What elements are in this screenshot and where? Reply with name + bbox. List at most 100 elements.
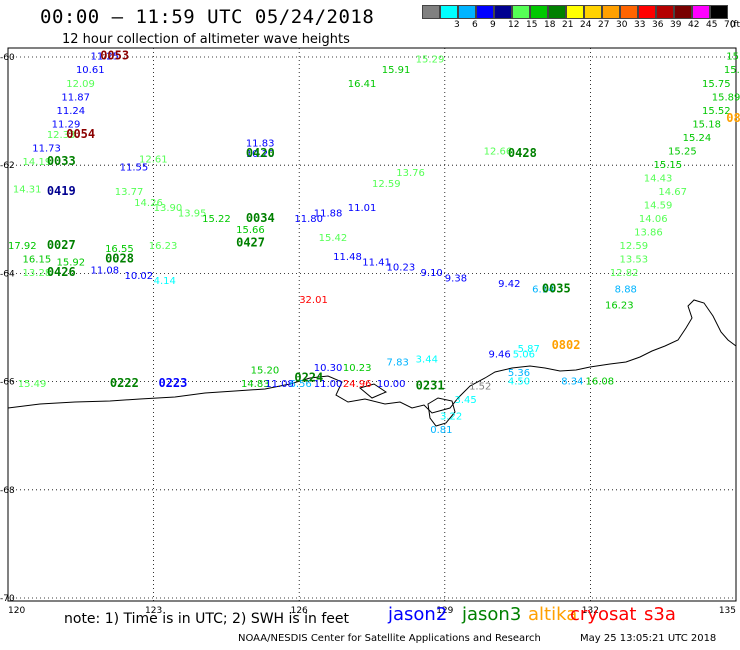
island-outline <box>358 383 388 399</box>
legend-tick-label: 9 <box>490 20 496 30</box>
footer-credit: NOAA/NESDIS Center for Satellite Applica… <box>238 633 541 644</box>
wave-height-value: 12.09 <box>66 79 95 90</box>
wave-height-value: 13.28 <box>23 268 52 279</box>
footer-note: note: 1) Time is in UTC; 2) SWH is in fe… <box>64 611 350 627</box>
wave-height-value: 15.15 <box>653 160 682 171</box>
wave-height-value: 14.31 <box>13 184 42 195</box>
pass-time-label: 0428 <box>508 146 537 160</box>
wave-height-value: 15.49 <box>18 379 47 390</box>
wave-height-value: 11.08 <box>91 265 120 276</box>
legend-tick-label: 12 <box>508 20 520 30</box>
longitude-tick-label: 132 <box>582 606 599 616</box>
wave-height-value: 11.87 <box>61 92 90 103</box>
pass-time-label: 0420 <box>246 146 275 160</box>
wave-height-value: 6.14 <box>532 284 554 295</box>
wave-height-value: 15.75 <box>702 79 731 90</box>
longitude-tick-label: 129 <box>436 606 453 616</box>
map-frame <box>7 47 737 602</box>
wave-height-value: 15.92 <box>57 257 86 268</box>
pass-time-label: 0034 <box>246 211 275 225</box>
legend-swatch <box>638 5 656 19</box>
latitude-tick-label: -64 <box>0 269 15 279</box>
wave-height-value: 16.41 <box>348 79 377 90</box>
legend-swatch <box>530 5 548 19</box>
legend-tick-label: 6 <box>472 20 478 30</box>
wave-height-value: 10.23 <box>343 363 372 374</box>
wave-height-value: 15.24 <box>683 133 712 144</box>
wave-height-value: 14.19 <box>23 157 52 168</box>
axis-tick-labels: -60 -62 -64 -66 -68 -70 120 123 126 129 132 135 <box>0 53 736 616</box>
wave-height-value: 24.96 <box>343 379 372 390</box>
wave-height-value: 3.45 <box>455 395 477 406</box>
wave-height-value: 14.59 <box>644 200 673 211</box>
legend-tick-label: 39 <box>670 20 682 30</box>
wave-height-value: 11.08 <box>265 379 294 390</box>
wave-height-value: 16.55 <box>105 244 134 255</box>
wave-height-value: 15.29 <box>416 54 445 65</box>
wave-height-value: 13.90 <box>154 203 183 214</box>
legend-tick-label: 42 <box>688 20 700 30</box>
pass-time-label: 0033 <box>47 154 76 168</box>
legend-swatch <box>476 5 494 19</box>
latitude-tick-label: -60 <box>0 53 15 63</box>
legend-tick-label: 24 <box>580 20 592 30</box>
wave-height-value: 15.76 <box>726 52 740 63</box>
wave-height-value: 14.26 <box>134 198 163 209</box>
wave-height-value: 5.36 <box>508 368 530 379</box>
satellite-legend-item: altika <box>528 604 578 625</box>
wave-height-value: 11.48 <box>333 252 362 263</box>
wave-height-value: 3.22 <box>440 411 462 422</box>
wave-height-value: 15.52 <box>702 106 731 117</box>
latitude-tick-label: -66 <box>0 378 15 388</box>
pass-time-label: 0223 <box>158 376 187 390</box>
legend-swatch <box>548 5 566 19</box>
wave-height-value: 16.08 <box>586 376 615 387</box>
longitude-tick-label: 120 <box>8 606 25 616</box>
wave-height-value: 12.59 <box>620 241 649 252</box>
wave-height-value: 13.76 <box>396 168 425 179</box>
legend-swatch <box>710 5 728 19</box>
wave-height-value: 13.53 <box>620 255 649 266</box>
wave-height-value: 0.81 <box>430 425 452 436</box>
wave-height-value: 1.52 <box>469 382 491 393</box>
wave-height-value: 16.23 <box>149 241 178 252</box>
wave-height-value: 10.23 <box>387 263 416 274</box>
wave-height-value: 13.86 <box>634 228 663 239</box>
legend-swatch <box>494 5 512 19</box>
legend-swatch <box>566 5 584 19</box>
wave-height-value: 11.80 <box>294 214 323 225</box>
pass-time-labels: 0053 0054 0033 0419 0420 0428 0034 0427 0027 0028… <box>47 49 740 393</box>
pass-time-label: 0224 <box>294 371 323 385</box>
latitude-tick-label: -68 <box>0 486 15 496</box>
pass-time-label: 0231 <box>416 379 445 393</box>
legend-swatch <box>620 5 638 19</box>
longitude-tick-label: 126 <box>291 606 308 616</box>
coastline-path <box>7 299 737 414</box>
wave-height-value: 12.66 <box>484 146 513 157</box>
wave-height-value: 10.02 <box>124 271 153 282</box>
wave-height-value: 10.00 <box>377 379 406 390</box>
latitude-tick-label: -70 <box>0 594 15 604</box>
wave-height-value: 9.46 <box>488 349 510 360</box>
legend-swatch <box>422 5 440 19</box>
wave-height-value: 11.41 <box>362 257 391 268</box>
pass-time-label: 0426 <box>47 265 76 279</box>
legend-swatch <box>656 5 674 19</box>
longitude-tick-label: 135 <box>719 606 736 616</box>
wave-height-value: 6.56 <box>289 379 311 390</box>
wave-height-value: 4.50 <box>508 376 530 387</box>
wave-height-value: 14.67 <box>658 187 687 198</box>
header-time-range: 00:00 – 11:59 UTC 05/24/2018 <box>40 6 375 28</box>
wave-height-value: 15.89 <box>712 92 740 103</box>
legend-tick-label: 27 <box>598 20 610 30</box>
wave-height-value: 11.24 <box>57 106 86 117</box>
wave-height-value: 15.85 <box>724 65 740 76</box>
wave-height-value: 5.06 <box>513 349 535 360</box>
pass-time-label: 0801 <box>726 111 740 125</box>
wave-height-value: 10.30 <box>314 363 343 374</box>
wave-height-value: 12.33 <box>47 130 76 141</box>
graticule <box>7 48 737 601</box>
legend-swatch <box>458 5 476 19</box>
wave-height-value: 16.15 <box>23 255 52 266</box>
